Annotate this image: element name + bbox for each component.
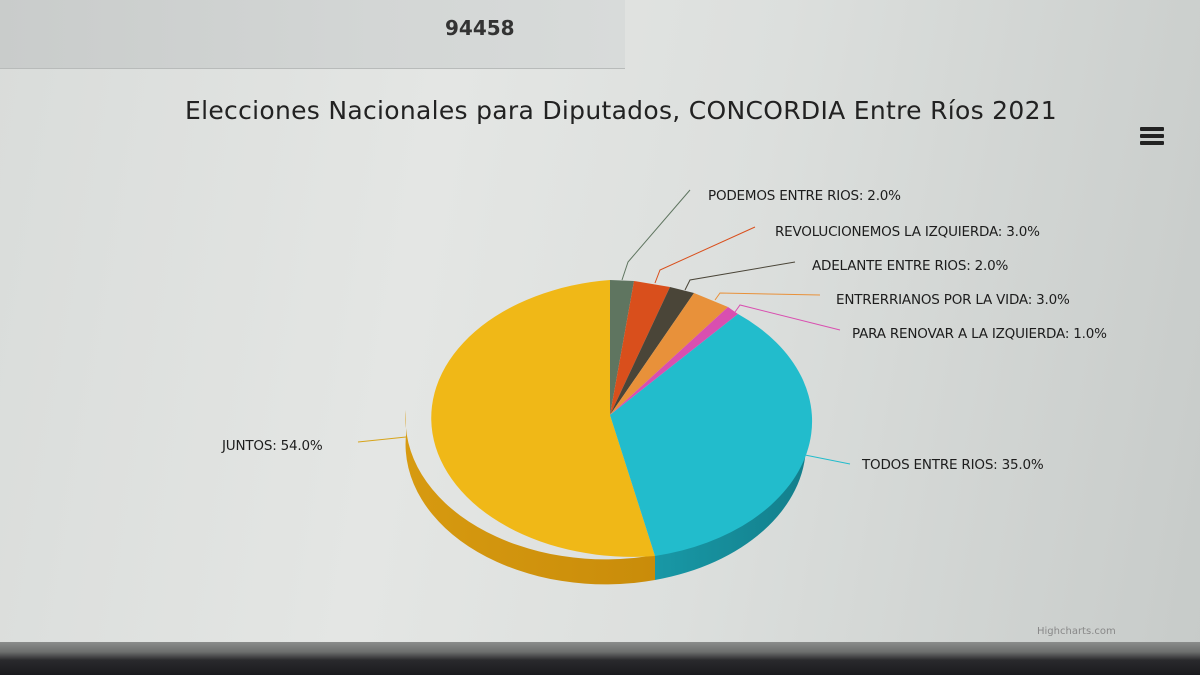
label-adelante: ADELANTE ENTRE RIOS: 2.0% <box>812 258 1009 274</box>
slice-entrerrianos[interactable] <box>610 293 728 415</box>
slice-todos[interactable] <box>610 314 813 556</box>
label-juntos: JUNTOS: 54.0% <box>222 438 323 454</box>
highcharts-credits[interactable]: Highcharts.com <box>1037 626 1116 637</box>
slice-adelante[interactable] <box>610 287 694 415</box>
slice-podemos[interactable] <box>610 280 634 415</box>
top-value: 94458 <box>445 16 515 40</box>
slice-revolucionemos[interactable] <box>610 281 670 415</box>
slice-juntos[interactable] <box>431 280 655 557</box>
slice-renovar[interactable] <box>610 307 738 415</box>
label-podemos: PODEMOS ENTRE RIOS: 2.0% <box>708 188 901 204</box>
top-value-cell: 94458 <box>0 0 625 69</box>
chart-title: Elecciones Nacionales para Diputados, CO… <box>185 96 1057 125</box>
slice-juntos-side <box>405 410 655 585</box>
hamburger-menu-icon[interactable] <box>1140 127 1164 149</box>
label-revolucionemos: REVOLUCIONEMOS LA IZQUIERDA: 3.0% <box>775 224 1040 240</box>
screen-bezel <box>0 642 1200 675</box>
label-renovar: PARA RENOVAR A LA IZQUIERDA: 1.0% <box>852 326 1107 342</box>
label-entrerrianos: ENTRERRIANOS POR LA VIDA: 3.0% <box>836 292 1070 308</box>
label-todos: TODOS ENTRE RIOS: 35.0% <box>862 457 1044 473</box>
